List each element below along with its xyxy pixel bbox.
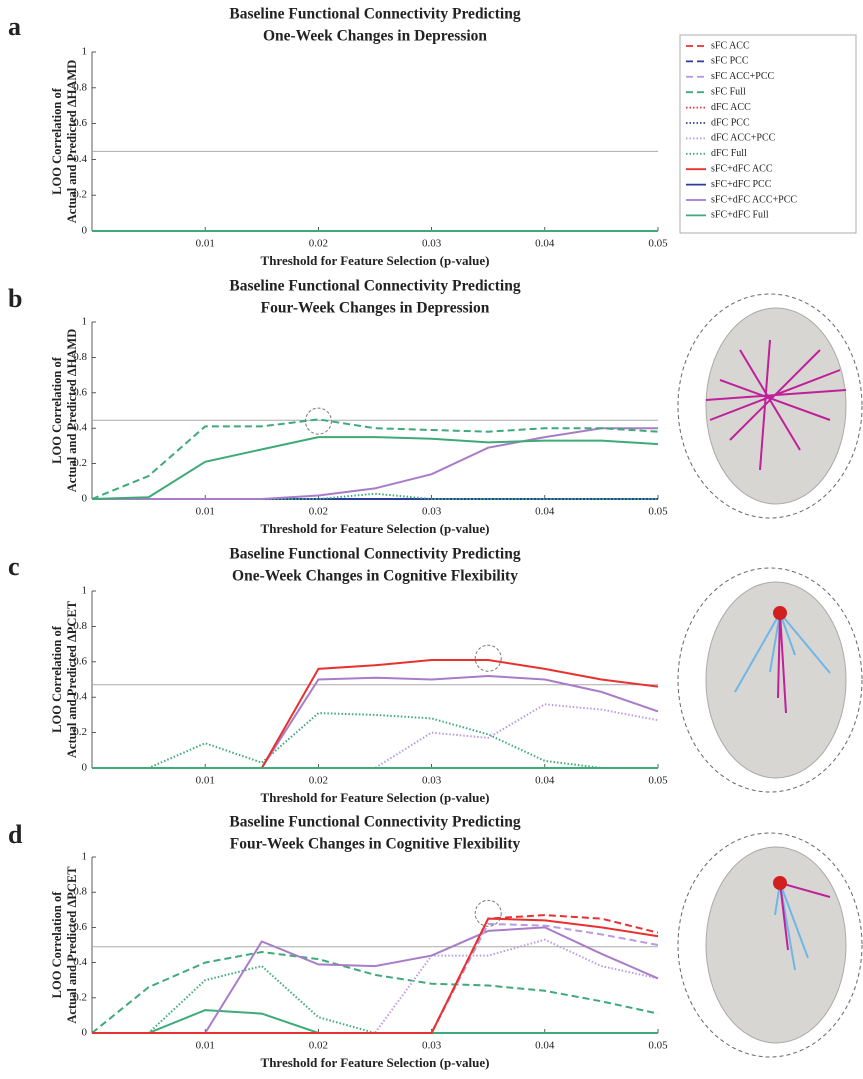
y-tick-label: 0.8 xyxy=(73,620,87,632)
y-tick-label: 0.8 xyxy=(73,351,87,363)
legend-label: sFC+dFC ACC+PCC xyxy=(711,194,797,205)
y-tick-label: 0 xyxy=(82,493,88,505)
y-tick-label: 0 xyxy=(82,762,88,774)
y-tick-label: 0.2 xyxy=(73,991,87,1003)
series-line xyxy=(92,940,658,1033)
y-tick-label: 0.6 xyxy=(73,117,87,129)
figure: sFC ACC sFC PCC sFC ACC+PCC sFC Full dFC ACC… xyxy=(0,0,863,1079)
x-tick-label: 0.02 xyxy=(309,238,328,250)
chart-title: Baseline Functional Connectivity Predict… xyxy=(229,546,520,563)
x-tick-label: 0.01 xyxy=(196,775,215,787)
highlight-circle xyxy=(475,900,501,926)
series-line xyxy=(92,419,658,499)
x-axis-label: Threshold for Feature Selection (p-value… xyxy=(261,253,490,268)
panel-letter: a xyxy=(8,12,21,41)
series-line xyxy=(92,704,658,768)
chart-title: One-Week Changes in Depression xyxy=(263,28,487,45)
x-tick-label: 0.04 xyxy=(535,238,555,250)
y-tick-label: 0 xyxy=(82,1027,88,1039)
y-tick-label: 0.4 xyxy=(73,153,87,165)
brain-c xyxy=(678,568,862,792)
y-axis-label: LOO Correlation of xyxy=(50,356,64,464)
legend-label: sFC+dFC ACC xyxy=(711,163,773,174)
chart-title: Four-Week Changes in Depression xyxy=(261,300,490,317)
chart-title: One-Week Changes in Cognitive Flexibilit… xyxy=(232,568,518,585)
y-axis-label: LOO Correlation of xyxy=(50,891,64,999)
brain-node xyxy=(773,606,787,620)
series-line xyxy=(92,1010,658,1033)
y-tick-label: 1 xyxy=(82,316,88,328)
x-tick-label: 0.03 xyxy=(422,238,442,250)
y-tick-label: 0.4 xyxy=(73,691,87,703)
legend-label: sFC+dFC PCC xyxy=(711,179,772,190)
legend-label: dFC ACC+PCC xyxy=(711,133,776,144)
legend-label: dFC Full xyxy=(711,148,747,159)
y-tick-label: 0.8 xyxy=(73,886,87,898)
chart-title: Baseline Functional Connectivity Predict… xyxy=(229,278,520,295)
legend-label: dFC ACC xyxy=(711,102,751,113)
legend-label: sFC+dFC Full xyxy=(711,210,769,221)
brain-d xyxy=(678,833,862,1057)
x-tick-label: 0.02 xyxy=(309,1040,328,1052)
x-tick-label: 0.01 xyxy=(196,238,215,250)
y-tick-label: 0 xyxy=(82,225,88,237)
y-tick-label: 0.2 xyxy=(73,189,87,201)
y-axis-label: LOO Correlation of xyxy=(50,625,64,733)
highlight-circle xyxy=(475,645,501,671)
brain-b xyxy=(678,294,862,518)
series-line xyxy=(92,660,658,768)
x-tick-label: 0.01 xyxy=(196,506,215,518)
y-tick-label: 0.2 xyxy=(73,726,87,738)
brain-image xyxy=(706,308,846,504)
series-line xyxy=(92,428,658,499)
brain-image xyxy=(706,847,846,1043)
x-tick-label: 0.05 xyxy=(648,238,668,250)
legend-label: dFC PCC xyxy=(711,117,750,128)
y-tick-label: 0.4 xyxy=(73,422,87,434)
legend-label: sFC PCC xyxy=(711,56,749,67)
x-tick-label: 0.05 xyxy=(648,1040,668,1052)
y-tick-label: 0.6 xyxy=(73,655,87,667)
series-line xyxy=(92,966,658,1033)
x-axis-label: Threshold for Feature Selection (p-value… xyxy=(261,790,490,805)
x-tick-label: 0.02 xyxy=(309,506,328,518)
y-tick-label: 1 xyxy=(82,585,88,597)
chart-title: Baseline Functional Connectivity Predict… xyxy=(229,6,520,23)
x-tick-label: 0.04 xyxy=(535,775,555,787)
x-axis-label: Threshold for Feature Selection (p-value… xyxy=(261,521,490,536)
x-tick-label: 0.05 xyxy=(648,506,668,518)
y-tick-label: 0.8 xyxy=(73,81,87,93)
panel-letter: d xyxy=(8,820,23,849)
legend-label: sFC ACC xyxy=(711,40,750,51)
chart-title: Four-Week Changes in Cognitive Flexibili… xyxy=(230,836,521,853)
y-axis-label: LOO Correlation of xyxy=(50,87,64,195)
series-line xyxy=(92,437,658,499)
y-tick-label: 0.2 xyxy=(73,457,87,469)
y-tick-label: 1 xyxy=(82,851,88,863)
panel-letter: c xyxy=(8,552,20,581)
y-tick-label: 1 xyxy=(82,46,88,58)
x-tick-label: 0.02 xyxy=(309,775,328,787)
y-tick-label: 0.4 xyxy=(73,956,87,968)
y-tick-label: 0.6 xyxy=(73,921,87,933)
x-tick-label: 0.03 xyxy=(422,775,442,787)
y-tick-label: 0.6 xyxy=(73,386,87,398)
x-tick-label: 0.01 xyxy=(196,1040,215,1052)
panel-letter: b xyxy=(8,284,22,313)
brain-node xyxy=(773,876,787,890)
x-tick-label: 0.04 xyxy=(535,506,555,518)
x-axis-label: Threshold for Feature Selection (p-value… xyxy=(261,1055,490,1070)
chart-title: Baseline Functional Connectivity Predict… xyxy=(229,814,520,831)
legend-label: sFC Full xyxy=(711,86,746,97)
x-tick-label: 0.04 xyxy=(535,1040,555,1052)
legend-label: sFC ACC+PCC xyxy=(711,71,775,82)
x-tick-label: 0.03 xyxy=(422,1040,442,1052)
x-tick-label: 0.05 xyxy=(648,775,668,787)
series-line xyxy=(92,713,658,768)
series-line xyxy=(92,676,658,768)
series-line xyxy=(92,927,658,1033)
x-tick-label: 0.03 xyxy=(422,506,442,518)
